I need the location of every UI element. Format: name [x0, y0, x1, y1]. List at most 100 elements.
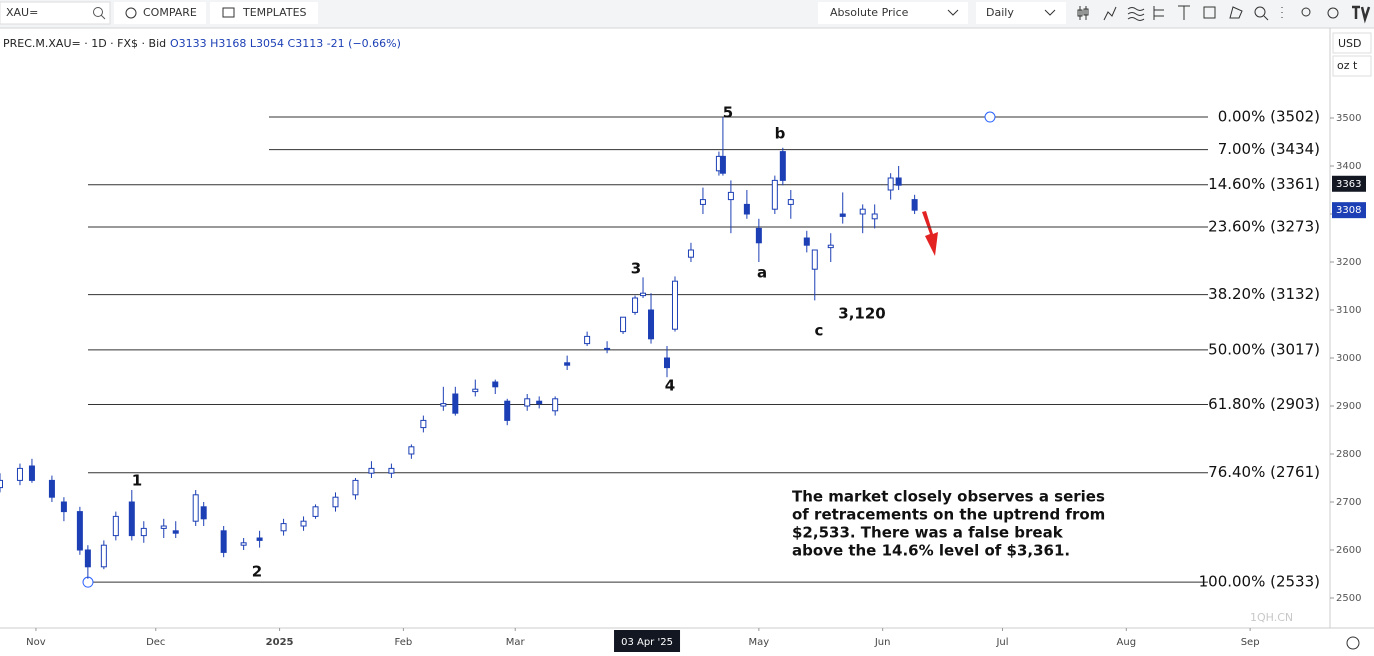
interval-select[interactable]: [976, 2, 1066, 24]
y-tick-label: 3500: [1336, 113, 1361, 124]
candle-body: [128, 501, 135, 537]
note-line: The market closely observes a series: [792, 488, 1105, 506]
candle-body: [663, 357, 670, 369]
y-tick-label: 2600: [1336, 545, 1361, 556]
candle-body: [220, 530, 227, 553]
settings-icon[interactable]: [1346, 636, 1360, 650]
candle-body: [727, 191, 734, 201]
templates-label[interactable]: TEMPLATES: [242, 6, 307, 19]
candle-body: [48, 479, 55, 498]
candle-body: [743, 203, 750, 215]
x-tick-label: Sep: [1241, 637, 1260, 648]
wave-label: 3: [631, 260, 641, 278]
dropdown-arrow: [1044, 9, 1056, 16]
y-tick-label: 3400: [1336, 161, 1361, 172]
note-line: of retracements on the uptrend from: [792, 506, 1105, 524]
candle-body: [524, 398, 531, 407]
watermark: 1QH.CN: [1250, 611, 1293, 624]
candle-body: [640, 292, 647, 297]
dropdown-arrow: [947, 9, 959, 16]
candle-body: [604, 347, 611, 350]
compare-label[interactable]: COMPARE: [143, 6, 197, 19]
candle-body: [440, 403, 447, 407]
price-mode[interactable]: Absolute Price: [830, 6, 909, 19]
y-tick-label: 2700: [1336, 497, 1361, 508]
ohlc-label: O3133 H3168 L3054 C3113 -21 (−0.66%): [170, 37, 401, 50]
tool-icons[interactable]: [1077, 5, 1371, 24]
fib-label: 38.20% (3132): [1208, 285, 1320, 303]
x-tick-label: Aug: [1117, 637, 1137, 648]
search-icon[interactable]: [93, 7, 103, 17]
x-tick-label: Mar: [506, 637, 526, 648]
unit[interactable]: oz t: [1337, 59, 1358, 72]
y-tick-label: 2900: [1336, 401, 1361, 412]
fib-label: 100.00% (2533): [1199, 573, 1320, 591]
candle-body: [871, 213, 878, 220]
fib-label: 0.00% (3502): [1218, 108, 1320, 126]
wave-label: 2: [252, 563, 262, 581]
candle-body: [388, 467, 395, 474]
price-mode-select[interactable]: [818, 2, 968, 24]
price-tag: [1332, 175, 1366, 192]
candle-body: [172, 530, 179, 534]
x-tick-label: Dec: [146, 637, 165, 648]
candle-body: [839, 213, 846, 217]
y-tick-label: 3100: [1336, 305, 1361, 316]
candle-body: [140, 527, 147, 537]
note-line: $2,533. There was a false break: [792, 524, 1064, 542]
price-tag: [1332, 202, 1366, 219]
x-tick-label: Nov: [26, 637, 46, 648]
candle-body: [312, 506, 319, 517]
currency-select[interactable]: [1332, 32, 1372, 54]
candle-body: [887, 177, 894, 191]
candle-body: [300, 520, 307, 527]
wave-label: 3,120: [838, 305, 885, 323]
candle-body: [536, 400, 543, 405]
currency[interactable]: USD: [1338, 37, 1362, 50]
candle-body: [60, 501, 67, 513]
candle-body: [859, 208, 866, 215]
fib-label: 76.40% (2761): [1208, 463, 1320, 481]
candle-body: [699, 199, 706, 205]
crosshair-label: 03 Apr '25: [621, 637, 673, 648]
fib-label: 61.80% (2903): [1208, 395, 1320, 413]
candle-body: [771, 179, 778, 210]
candle-body: [504, 400, 511, 421]
interval[interactable]: Daily: [986, 6, 1014, 19]
candle-body: [827, 244, 834, 249]
fib-label: 14.60% (3361): [1208, 175, 1320, 193]
compare-icon: [125, 7, 137, 19]
y-tick-label: 3000: [1336, 353, 1361, 364]
candle-body: [564, 362, 571, 366]
candle-body: [100, 544, 107, 568]
crosshair-tag: [614, 630, 681, 652]
candle-body: [671, 280, 678, 330]
y-tick-label: 2500: [1336, 593, 1361, 604]
candle-body: [84, 549, 91, 568]
candle-body: [811, 249, 818, 270]
candle-body: [280, 523, 287, 532]
symbol-box[interactable]: [0, 1, 111, 25]
symbol-input[interactable]: XAU=: [6, 6, 38, 19]
candle-body: [895, 177, 902, 186]
fib-label: 7.00% (3434): [1218, 140, 1320, 158]
candle-body: [787, 199, 794, 205]
wave-label: a: [757, 264, 767, 282]
candle-body: [16, 467, 23, 481]
fib-label: 50.00% (3017): [1208, 340, 1320, 358]
compare-button[interactable]: [114, 2, 206, 24]
candle-body: [755, 227, 762, 244]
candle-body: [452, 393, 459, 414]
candle-body: [368, 467, 375, 474]
candle-body: [584, 335, 591, 345]
unit-select[interactable]: [1332, 55, 1372, 77]
templates-button[interactable]: [210, 2, 318, 24]
y-tick-label: 2800: [1336, 449, 1361, 460]
candle-body: [648, 309, 655, 340]
wave-label: 5: [723, 104, 733, 122]
candle-body: [472, 388, 479, 393]
candle-body: [779, 151, 786, 181]
candle-body: [76, 511, 83, 551]
candle-body: [256, 537, 263, 541]
wave-label: c: [815, 322, 824, 340]
